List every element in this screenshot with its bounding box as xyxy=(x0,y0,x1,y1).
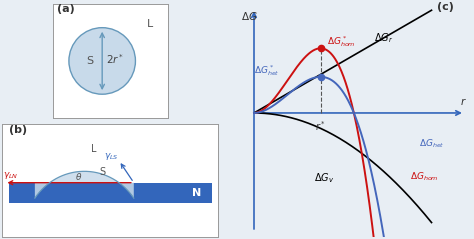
Text: L: L xyxy=(91,144,96,154)
Text: $\gamma_{SN}$: $\gamma_{SN}$ xyxy=(80,186,96,197)
Text: $\gamma_{LN}$: $\gamma_{LN}$ xyxy=(3,170,19,181)
Text: (a): (a) xyxy=(57,4,75,14)
Polygon shape xyxy=(35,171,134,198)
Text: $r$: $r$ xyxy=(460,96,467,107)
Circle shape xyxy=(69,28,136,94)
Text: $r^*$: $r^*$ xyxy=(315,120,326,133)
Bar xyxy=(9,183,211,203)
Text: $2r^*$: $2r^*$ xyxy=(106,52,124,65)
Text: $\Delta G^*_{hom}$: $\Delta G^*_{hom}$ xyxy=(327,34,356,49)
Text: $\Delta G^*_{het}$: $\Delta G^*_{het}$ xyxy=(254,64,280,78)
Text: (c): (c) xyxy=(437,2,454,12)
Text: $\Delta G_r$: $\Delta G_r$ xyxy=(374,32,393,45)
Text: $\Delta G$: $\Delta G$ xyxy=(241,10,257,22)
Text: $\theta$: $\theta$ xyxy=(74,171,82,182)
Text: N: N xyxy=(192,188,201,198)
Text: S: S xyxy=(86,56,93,66)
Text: S: S xyxy=(100,167,106,177)
Text: $\gamma_{LS}$: $\gamma_{LS}$ xyxy=(104,151,118,162)
Text: L: L xyxy=(147,19,154,29)
Text: $\Delta G_v$: $\Delta G_v$ xyxy=(314,171,334,185)
Text: $\Delta G_{het}$: $\Delta G_{het}$ xyxy=(419,137,445,150)
Text: (b): (b) xyxy=(9,125,27,135)
Text: $\Delta G_{hom}$: $\Delta G_{hom}$ xyxy=(410,171,439,183)
